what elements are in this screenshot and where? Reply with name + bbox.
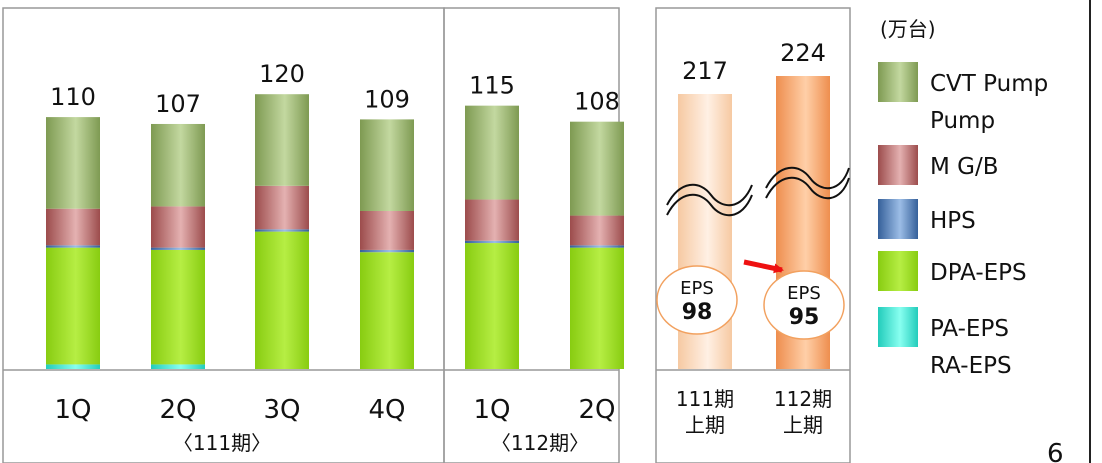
bar-segment <box>360 119 414 211</box>
panel-half-frame <box>655 7 851 463</box>
x-tick-label: 2Q <box>578 395 615 425</box>
bar-segment <box>570 121 624 216</box>
legend-label: CVT Pump <box>930 71 1048 97</box>
bar-segment <box>570 215 624 246</box>
unit-label: (万台) <box>880 17 936 41</box>
bar-segment <box>151 247 205 250</box>
x-tick-label: 1Q <box>473 395 510 425</box>
bar-segment <box>570 247 624 369</box>
x-tick-label: 上期 <box>783 413 823 437</box>
eps-callout <box>656 265 738 335</box>
axis-break-mark <box>765 166 850 190</box>
legend-swatch <box>878 199 918 239</box>
legend-swatch <box>878 145 918 185</box>
x-tick-label: 111期 <box>676 387 734 411</box>
group-label: 〈111期〉 <box>173 431 271 455</box>
bar-segment <box>151 364 205 369</box>
bar-segment <box>570 245 624 248</box>
bar-segment <box>465 240 519 244</box>
data-label: 224 <box>780 39 826 67</box>
legend-label: RA-EPS <box>930 353 1012 379</box>
data-label: 120 <box>259 60 305 88</box>
bar-segment <box>46 247 100 365</box>
data-label: 107 <box>155 90 201 118</box>
x-tick-label: 112期 <box>774 387 832 411</box>
eps-callout-value: 95 <box>789 305 820 330</box>
bar-segment <box>151 123 205 207</box>
bar-segment <box>465 105 519 200</box>
data-label: 115 <box>469 72 515 100</box>
axis-break-mark <box>666 183 753 207</box>
bar-segment <box>360 249 414 253</box>
legend-swatch <box>878 307 918 347</box>
change-arrow <box>743 259 784 274</box>
bar-segment <box>46 208 100 246</box>
x-tick-label: 3Q <box>263 395 300 425</box>
legend-label: DPA-EPS <box>930 260 1027 286</box>
bar-segment <box>255 94 309 186</box>
bar-segment <box>46 245 100 248</box>
bar-segment <box>465 243 519 369</box>
legend-label: M G/B <box>930 154 999 180</box>
eps-callout-label: EPS <box>680 278 714 299</box>
bar-segment <box>360 252 414 369</box>
bar-segment <box>151 206 205 248</box>
eps-callout-value: 98 <box>682 300 713 325</box>
x-tick-label: 4Q <box>368 395 405 425</box>
legend-label: HPS <box>930 208 976 234</box>
page-number: 6 <box>1047 439 1064 463</box>
data-label: 108 <box>574 88 620 116</box>
bar-segment <box>465 199 519 241</box>
legend-swatch <box>878 251 918 291</box>
bar-segment <box>46 364 100 369</box>
x-tick-label: 上期 <box>685 413 725 437</box>
group-label: 〈112期〉 <box>491 431 589 455</box>
legend-swatch <box>878 62 918 102</box>
legend-label: PA-EPS <box>930 316 1009 342</box>
data-label: 110 <box>50 83 96 111</box>
x-tick-label: 2Q <box>159 395 196 425</box>
data-label: 217 <box>682 57 728 85</box>
bar-segment <box>255 231 309 369</box>
eps-callout-label: EPS <box>787 283 821 304</box>
axis-break-mark <box>765 176 850 200</box>
x-tick-label: 1Q <box>54 395 91 425</box>
bar-segment <box>255 229 309 232</box>
bar-segment <box>360 210 414 250</box>
bar-segment <box>46 117 100 209</box>
eps-callout <box>763 270 845 340</box>
legend-label: Pump <box>930 108 995 134</box>
bar-segment <box>255 185 309 230</box>
data-label: 109 <box>364 85 410 113</box>
bar-segment <box>151 249 205 365</box>
axis-break-mark <box>666 193 753 217</box>
